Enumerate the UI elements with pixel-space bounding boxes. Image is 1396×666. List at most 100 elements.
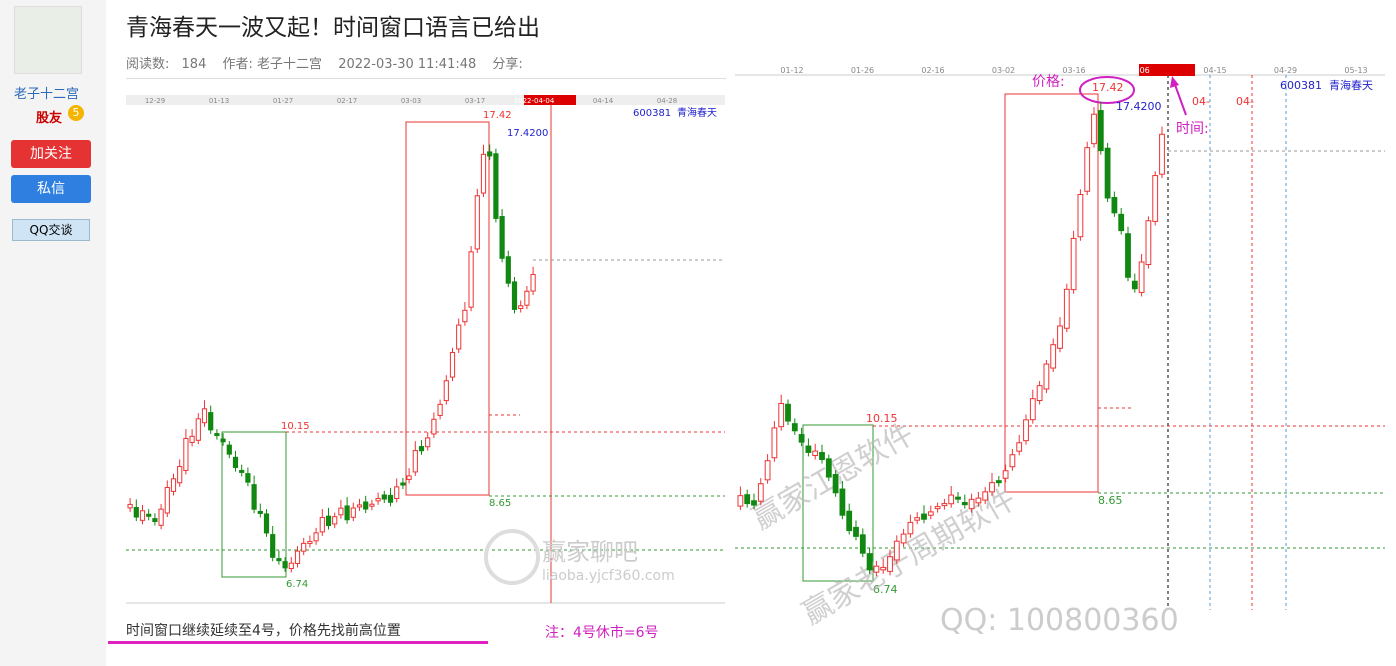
date-label: 03-17 [465, 97, 485, 105]
candle [859, 534, 866, 554]
candle [989, 482, 995, 493]
candle [363, 501, 369, 510]
candle [995, 480, 1002, 484]
candle [245, 473, 251, 483]
candle [744, 494, 751, 505]
caption: 时间窗口继续延续至4号，价格先找前高位置 [126, 623, 401, 639]
candle [208, 412, 214, 431]
candle [369, 503, 375, 507]
qq-button[interactable]: QQ交谈 [12, 219, 90, 241]
candle [921, 513, 927, 520]
sidebar: 老子十二宫 股友 5 加关注 私信 QQ交谈 [0, 0, 106, 666]
time-lines [1209, 75, 1287, 610]
candle [170, 478, 177, 492]
candle [449, 351, 456, 378]
candle [139, 510, 146, 521]
candle [1016, 442, 1023, 452]
candle [325, 515, 332, 527]
candle [214, 433, 220, 437]
candle [825, 458, 832, 478]
candle [443, 380, 449, 402]
candle [437, 403, 443, 416]
candle [927, 511, 934, 516]
candle [961, 502, 968, 506]
candle [778, 402, 785, 428]
level: 8.65 [1098, 494, 1123, 507]
box [221, 431, 287, 578]
level: 5 [68, 105, 84, 121]
candle [282, 561, 288, 569]
candle [1131, 280, 1138, 290]
candle [1104, 147, 1111, 199]
candle [530, 273, 536, 292]
author-label: 作者: [222, 57, 253, 72]
candle [387, 494, 394, 503]
candle [487, 151, 493, 157]
candle [1070, 237, 1077, 291]
candle [276, 558, 282, 562]
candle [195, 418, 201, 441]
candle [1023, 419, 1029, 442]
candle [805, 445, 812, 453]
date-label: 2022-04-04 [514, 97, 555, 105]
note: 注：4号休市=6号 [545, 625, 659, 641]
badge: 股友 [36, 111, 63, 126]
follow-button[interactable]: 加关注 [11, 140, 91, 168]
low: 6.74 [286, 579, 308, 590]
candle [812, 450, 819, 456]
message-button[interactable]: 私信 [11, 175, 91, 203]
box [802, 424, 874, 582]
box [405, 121, 490, 496]
candle [764, 460, 771, 481]
level: 10.15 [866, 412, 898, 425]
level: 8.65 [489, 498, 511, 509]
candle [356, 504, 363, 508]
candle [832, 474, 839, 494]
date-label: 01-13 [209, 97, 229, 105]
avatar [14, 6, 82, 74]
candle [406, 475, 412, 480]
candle [900, 533, 907, 544]
date-label: 12-29 [145, 97, 165, 105]
author-name[interactable]: 老子十二宫 [14, 87, 80, 102]
high: 17.42 [1092, 81, 1124, 94]
candle [1029, 398, 1036, 421]
candle [313, 532, 319, 542]
candle [1159, 133, 1165, 175]
watermark-url: liaoba.yjcf360.com [542, 568, 675, 584]
candle [294, 550, 301, 565]
candle [158, 508, 164, 526]
candle [499, 216, 505, 259]
candle [239, 469, 245, 473]
candle [1009, 454, 1016, 468]
candle [270, 534, 276, 558]
candle [152, 518, 158, 523]
meta: 阅读数: 184 作者: 老子十二宫 2022-03-30 11:41:48 分… [126, 53, 523, 72]
candle [846, 510, 853, 532]
candle [1057, 325, 1063, 349]
arrow [1173, 81, 1187, 116]
candle [183, 437, 189, 471]
logo [484, 529, 540, 585]
candle [468, 251, 474, 308]
share: 分享: [492, 57, 523, 72]
candle [737, 495, 744, 507]
candle [1111, 196, 1118, 214]
candle [893, 540, 900, 561]
candle [1077, 194, 1084, 238]
date-label: 01-27 [273, 97, 293, 105]
candle [462, 309, 468, 323]
time-b: 04- [1236, 95, 1254, 108]
box [1004, 93, 1099, 493]
candle [226, 444, 232, 455]
high: 17.42 [483, 110, 512, 121]
candle [757, 483, 764, 502]
date-label: 03-03 [401, 97, 421, 105]
candle [1043, 363, 1050, 390]
divider [126, 78, 726, 79]
candles-right [737, 101, 1165, 577]
candle [307, 540, 313, 544]
time-label: 时间: [1176, 121, 1209, 137]
candle [344, 505, 350, 521]
